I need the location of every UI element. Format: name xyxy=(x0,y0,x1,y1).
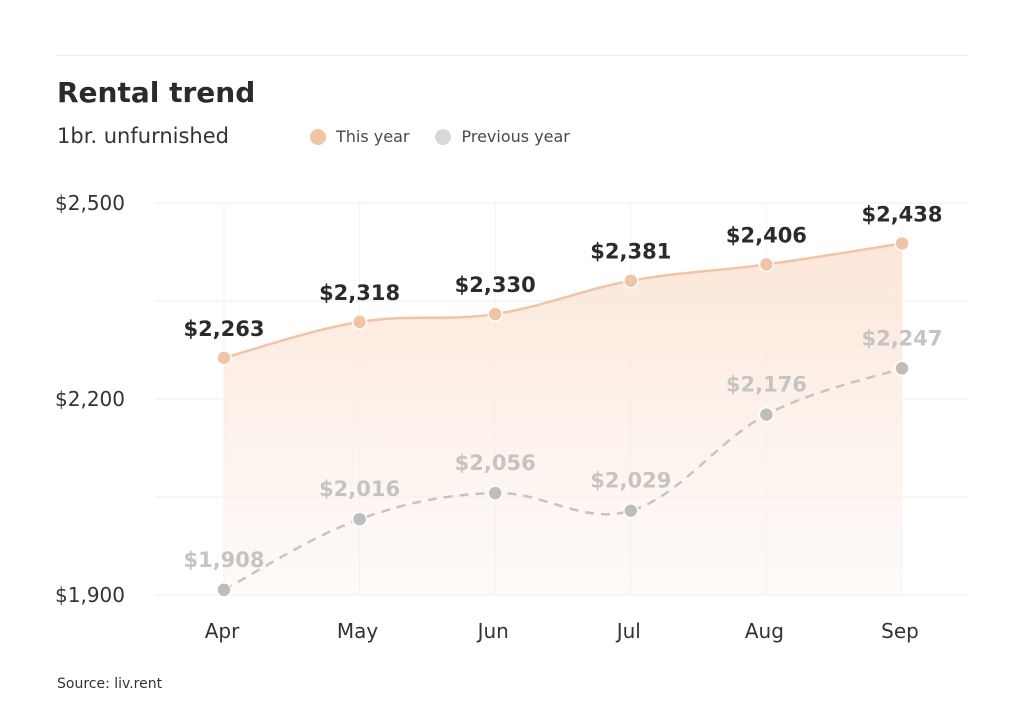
legend-label-this-year: This year xyxy=(336,127,410,146)
source-note: Source: liv.rent xyxy=(57,676,163,692)
previous-year-point xyxy=(216,582,232,598)
this-year-area xyxy=(224,243,902,596)
this-year-point xyxy=(623,272,639,289)
previous-year-point xyxy=(487,485,503,501)
this-year-data-label: $2,263 xyxy=(183,317,264,341)
previous-year-data-label: $2,029 xyxy=(590,469,671,493)
this-year-point xyxy=(487,306,503,322)
x-tick-label: May xyxy=(337,619,379,643)
legend-item-previous-year[interactable]: Previous year xyxy=(435,127,570,146)
this-year-point xyxy=(351,314,368,330)
previous-year-line xyxy=(223,367,903,591)
legend-label-previous-year: Previous year xyxy=(461,127,570,146)
y-tick-label: $2,500 xyxy=(55,191,125,215)
previous-year-data-label: $2,176 xyxy=(726,373,807,397)
previous-year-point xyxy=(894,360,910,377)
x-tick-label: Jul xyxy=(615,619,641,643)
previous-year-point xyxy=(623,502,639,519)
chart-title: Rental trend xyxy=(57,76,256,109)
previous-year-data-label: $1,908 xyxy=(183,548,264,572)
previous-year-data-label: $2,016 xyxy=(319,477,400,501)
previous-year-data-label: $2,247 xyxy=(861,326,942,350)
this-year-data-label: $2,438 xyxy=(861,203,942,227)
legend-dot-this-year xyxy=(310,128,326,145)
legend: This year Previous year xyxy=(310,127,596,146)
x-tick-label: Apr xyxy=(205,619,240,643)
previous-year-point xyxy=(758,406,775,423)
top-divider xyxy=(56,55,968,56)
x-tick-label: Aug xyxy=(745,619,784,643)
this-year-data-label: $2,330 xyxy=(455,273,536,297)
previous-year-point xyxy=(351,511,368,527)
this-year-point xyxy=(894,235,910,252)
legend-dot-previous-year xyxy=(435,128,452,145)
legend-item-this-year[interactable]: This year xyxy=(310,127,409,146)
y-tick-label: $2,200 xyxy=(55,387,125,411)
this-year-data-label: $2,318 xyxy=(319,281,400,305)
y-tick-label: $1,900 xyxy=(55,583,125,607)
this-year-data-label: $2,381 xyxy=(590,240,671,264)
this-year-line xyxy=(223,242,903,360)
this-year-data-label: $2,406 xyxy=(726,223,807,247)
x-tick-label: Sep xyxy=(881,619,919,643)
this-year-point xyxy=(758,256,775,273)
this-year-point xyxy=(216,350,232,366)
chart-subtitle: 1br. unfurnished xyxy=(57,124,229,148)
previous-year-data-label: $2,056 xyxy=(455,451,536,475)
x-tick-label: Jun xyxy=(476,619,509,643)
